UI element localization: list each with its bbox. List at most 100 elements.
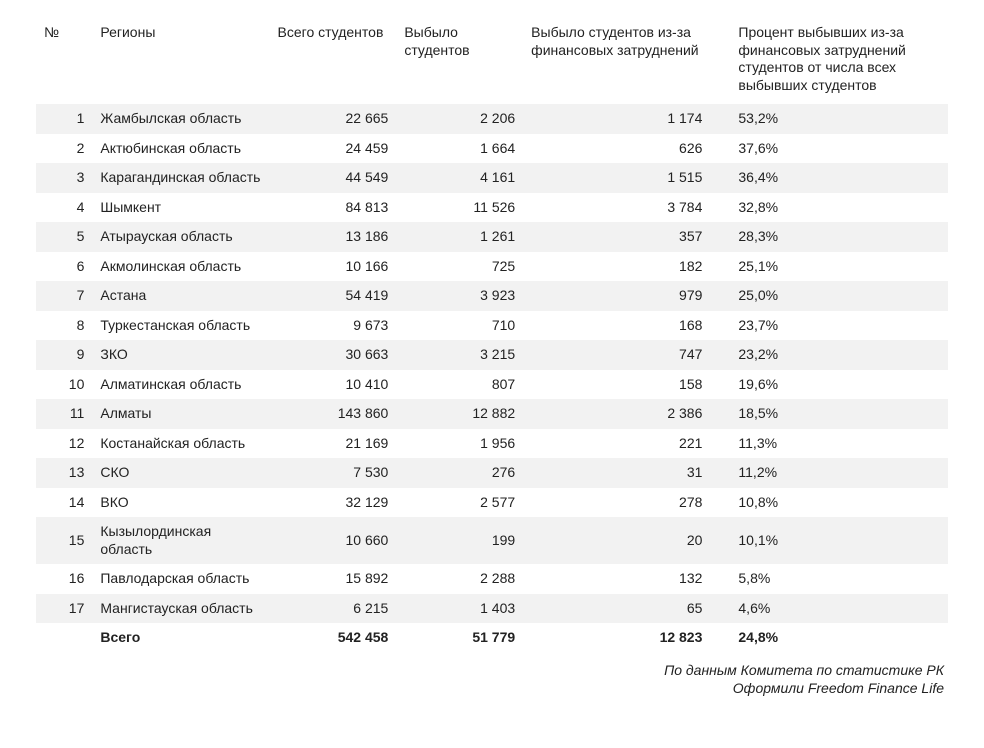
totals-blank [36,623,92,653]
header-row: № Регионы Всего студентов Выбыло студент… [36,18,948,104]
cell-left: 2 577 [396,488,523,518]
col-header-total: Всего студентов [270,18,397,104]
table-row: 6Акмолинская область10 16672518225,1% [36,252,948,282]
cell-left: 276 [396,458,523,488]
cell-region: Павлодарская область [92,564,269,594]
cell-fin: 31 [523,458,710,488]
cell-total: 13 186 [270,222,397,252]
table-row: 17Мангистауская область6 2151 403654,6% [36,594,948,624]
table-row: 12Костанайская область21 1691 95622111,3… [36,429,948,459]
students-table: № Регионы Всего студентов Выбыло студент… [36,18,948,653]
totals-fin: 12 823 [523,623,710,653]
cell-pct: 19,6% [710,370,948,400]
cell-fin: 979 [523,281,710,311]
cell-fin: 132 [523,564,710,594]
totals-total: 542 458 [270,623,397,653]
cell-num: 3 [36,163,92,193]
cell-total: 143 860 [270,399,397,429]
cell-fin: 626 [523,134,710,164]
cell-num: 14 [36,488,92,518]
cell-total: 24 459 [270,134,397,164]
cell-left: 1 261 [396,222,523,252]
cell-total: 21 169 [270,429,397,459]
cell-left: 4 161 [396,163,523,193]
cell-fin: 747 [523,340,710,370]
cell-left: 12 882 [396,399,523,429]
cell-fin: 357 [523,222,710,252]
cell-num: 8 [36,311,92,341]
cell-pct: 53,2% [710,104,948,134]
cell-fin: 182 [523,252,710,282]
cell-region: СКО [92,458,269,488]
cell-num: 10 [36,370,92,400]
table-row: 13СКО7 5302763111,2% [36,458,948,488]
cell-total: 10 166 [270,252,397,282]
cell-pct: 25,0% [710,281,948,311]
cell-num: 13 [36,458,92,488]
cell-num: 4 [36,193,92,223]
cell-left: 725 [396,252,523,282]
cell-total: 84 813 [270,193,397,223]
cell-total: 6 215 [270,594,397,624]
cell-pct: 5,8% [710,564,948,594]
cell-region: Алматы [92,399,269,429]
cell-fin: 158 [523,370,710,400]
cell-region: Кызылординская область [92,517,269,564]
cell-region: ЗКО [92,340,269,370]
cell-pct: 36,4% [710,163,948,193]
cell-num: 16 [36,564,92,594]
cell-region: Астана [92,281,269,311]
cell-fin: 1 174 [523,104,710,134]
cell-pct: 18,5% [710,399,948,429]
cell-left: 1 956 [396,429,523,459]
cell-region: Жамбылская область [92,104,269,134]
cell-fin: 3 784 [523,193,710,223]
cell-fin: 278 [523,488,710,518]
table-row: 1Жамбылская область22 6652 2061 17453,2% [36,104,948,134]
cell-left: 2 288 [396,564,523,594]
cell-pct: 11,3% [710,429,948,459]
table-row: 4Шымкент84 81311 5263 78432,8% [36,193,948,223]
table-row: 5Атырауская область13 1861 26135728,3% [36,222,948,252]
cell-pct: 23,7% [710,311,948,341]
table-row: 14ВКО32 1292 57727810,8% [36,488,948,518]
cell-num: 12 [36,429,92,459]
col-header-fin: Выбыло студентов из-за финансовых затруд… [523,18,710,104]
table-row: 7Астана54 4193 92397925,0% [36,281,948,311]
footer-note: По данным Комитета по статистике РК Офор… [36,661,948,699]
cell-region: Туркестанская область [92,311,269,341]
cell-pct: 25,1% [710,252,948,282]
table-row: 8Туркестанская область9 67371016823,7% [36,311,948,341]
table-row: 9ЗКО30 6633 21574723,2% [36,340,948,370]
cell-pct: 11,2% [710,458,948,488]
cell-fin: 1 515 [523,163,710,193]
cell-total: 15 892 [270,564,397,594]
cell-left: 2 206 [396,104,523,134]
col-header-left: Выбыло студентов [396,18,523,104]
cell-total: 44 549 [270,163,397,193]
footer-source: По данным Комитета по статистике РК [36,661,944,680]
cell-total: 9 673 [270,311,397,341]
table-row: 15Кызылординская область10 6601992010,1% [36,517,948,564]
cell-num: 9 [36,340,92,370]
cell-num: 7 [36,281,92,311]
cell-region: Атырауская область [92,222,269,252]
totals-row: Всего542 45851 77912 82324,8% [36,623,948,653]
cell-left: 11 526 [396,193,523,223]
cell-left: 3 923 [396,281,523,311]
cell-left: 1 664 [396,134,523,164]
cell-pct: 10,1% [710,517,948,564]
table-body: 1Жамбылская область22 6652 2061 17453,2%… [36,104,948,653]
page: № Регионы Всего студентов Выбыло студент… [0,0,984,748]
totals-label: Всего [92,623,269,653]
cell-num: 15 [36,517,92,564]
cell-left: 1 403 [396,594,523,624]
cell-num: 1 [36,104,92,134]
totals-pct: 24,8% [710,623,948,653]
table-row: 11Алматы143 86012 8822 38618,5% [36,399,948,429]
cell-region: Костанайская область [92,429,269,459]
cell-total: 7 530 [270,458,397,488]
col-header-pct: Процент выбывших из-за финансовых затруд… [710,18,948,104]
cell-fin: 2 386 [523,399,710,429]
cell-num: 5 [36,222,92,252]
